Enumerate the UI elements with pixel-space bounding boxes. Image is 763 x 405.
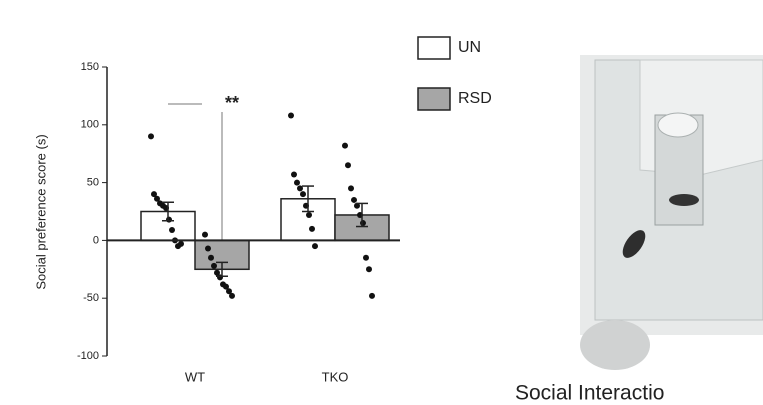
data-point <box>300 191 306 198</box>
legend-label: RSD <box>458 90 492 107</box>
y-tick-label: 0 <box>93 234 99 246</box>
data-point <box>214 269 220 276</box>
y-tick-label: -50 <box>83 292 99 304</box>
data-point <box>205 245 211 252</box>
data-point <box>309 225 315 232</box>
legend-label: UN <box>458 39 481 56</box>
significance: ** <box>225 93 239 113</box>
data-point <box>342 142 348 149</box>
y-tick-label: -100 <box>77 350 99 362</box>
y-tick-label: 100 <box>81 119 99 131</box>
data-point <box>306 211 312 218</box>
y-axis-title: Social preference score (s) <box>33 134 48 289</box>
data-point <box>369 292 375 299</box>
data-point <box>348 185 354 192</box>
data-point <box>351 196 357 203</box>
data-point <box>360 220 366 227</box>
photo <box>580 55 763 370</box>
data-point <box>288 112 294 119</box>
data-point <box>178 240 184 247</box>
data-point <box>211 262 217 269</box>
data-point <box>294 179 300 186</box>
y-tick-label: 50 <box>87 177 99 189</box>
data-point <box>148 133 154 140</box>
legend-swatch <box>417 36 451 60</box>
data-point <box>202 231 208 238</box>
data-point <box>226 288 232 295</box>
x-tick-label: TKO <box>322 369 349 384</box>
data-point <box>291 171 297 178</box>
x-tick-label: WT <box>185 369 205 384</box>
caption: Social Interactio <box>515 382 664 405</box>
data-point <box>312 243 318 250</box>
data-point <box>208 254 214 261</box>
data-point <box>151 191 157 198</box>
data-point <box>345 162 351 169</box>
data-point <box>223 283 229 290</box>
y-tick-label: 150 <box>81 61 99 73</box>
data-point <box>354 202 360 209</box>
legend-swatch <box>417 87 451 111</box>
data-point <box>366 266 372 273</box>
data-point <box>166 216 172 223</box>
data-point <box>169 226 175 233</box>
bar <box>334 214 390 242</box>
data-point <box>363 254 369 261</box>
data-point <box>297 185 303 192</box>
data-point <box>229 292 235 299</box>
data-point <box>154 195 160 202</box>
